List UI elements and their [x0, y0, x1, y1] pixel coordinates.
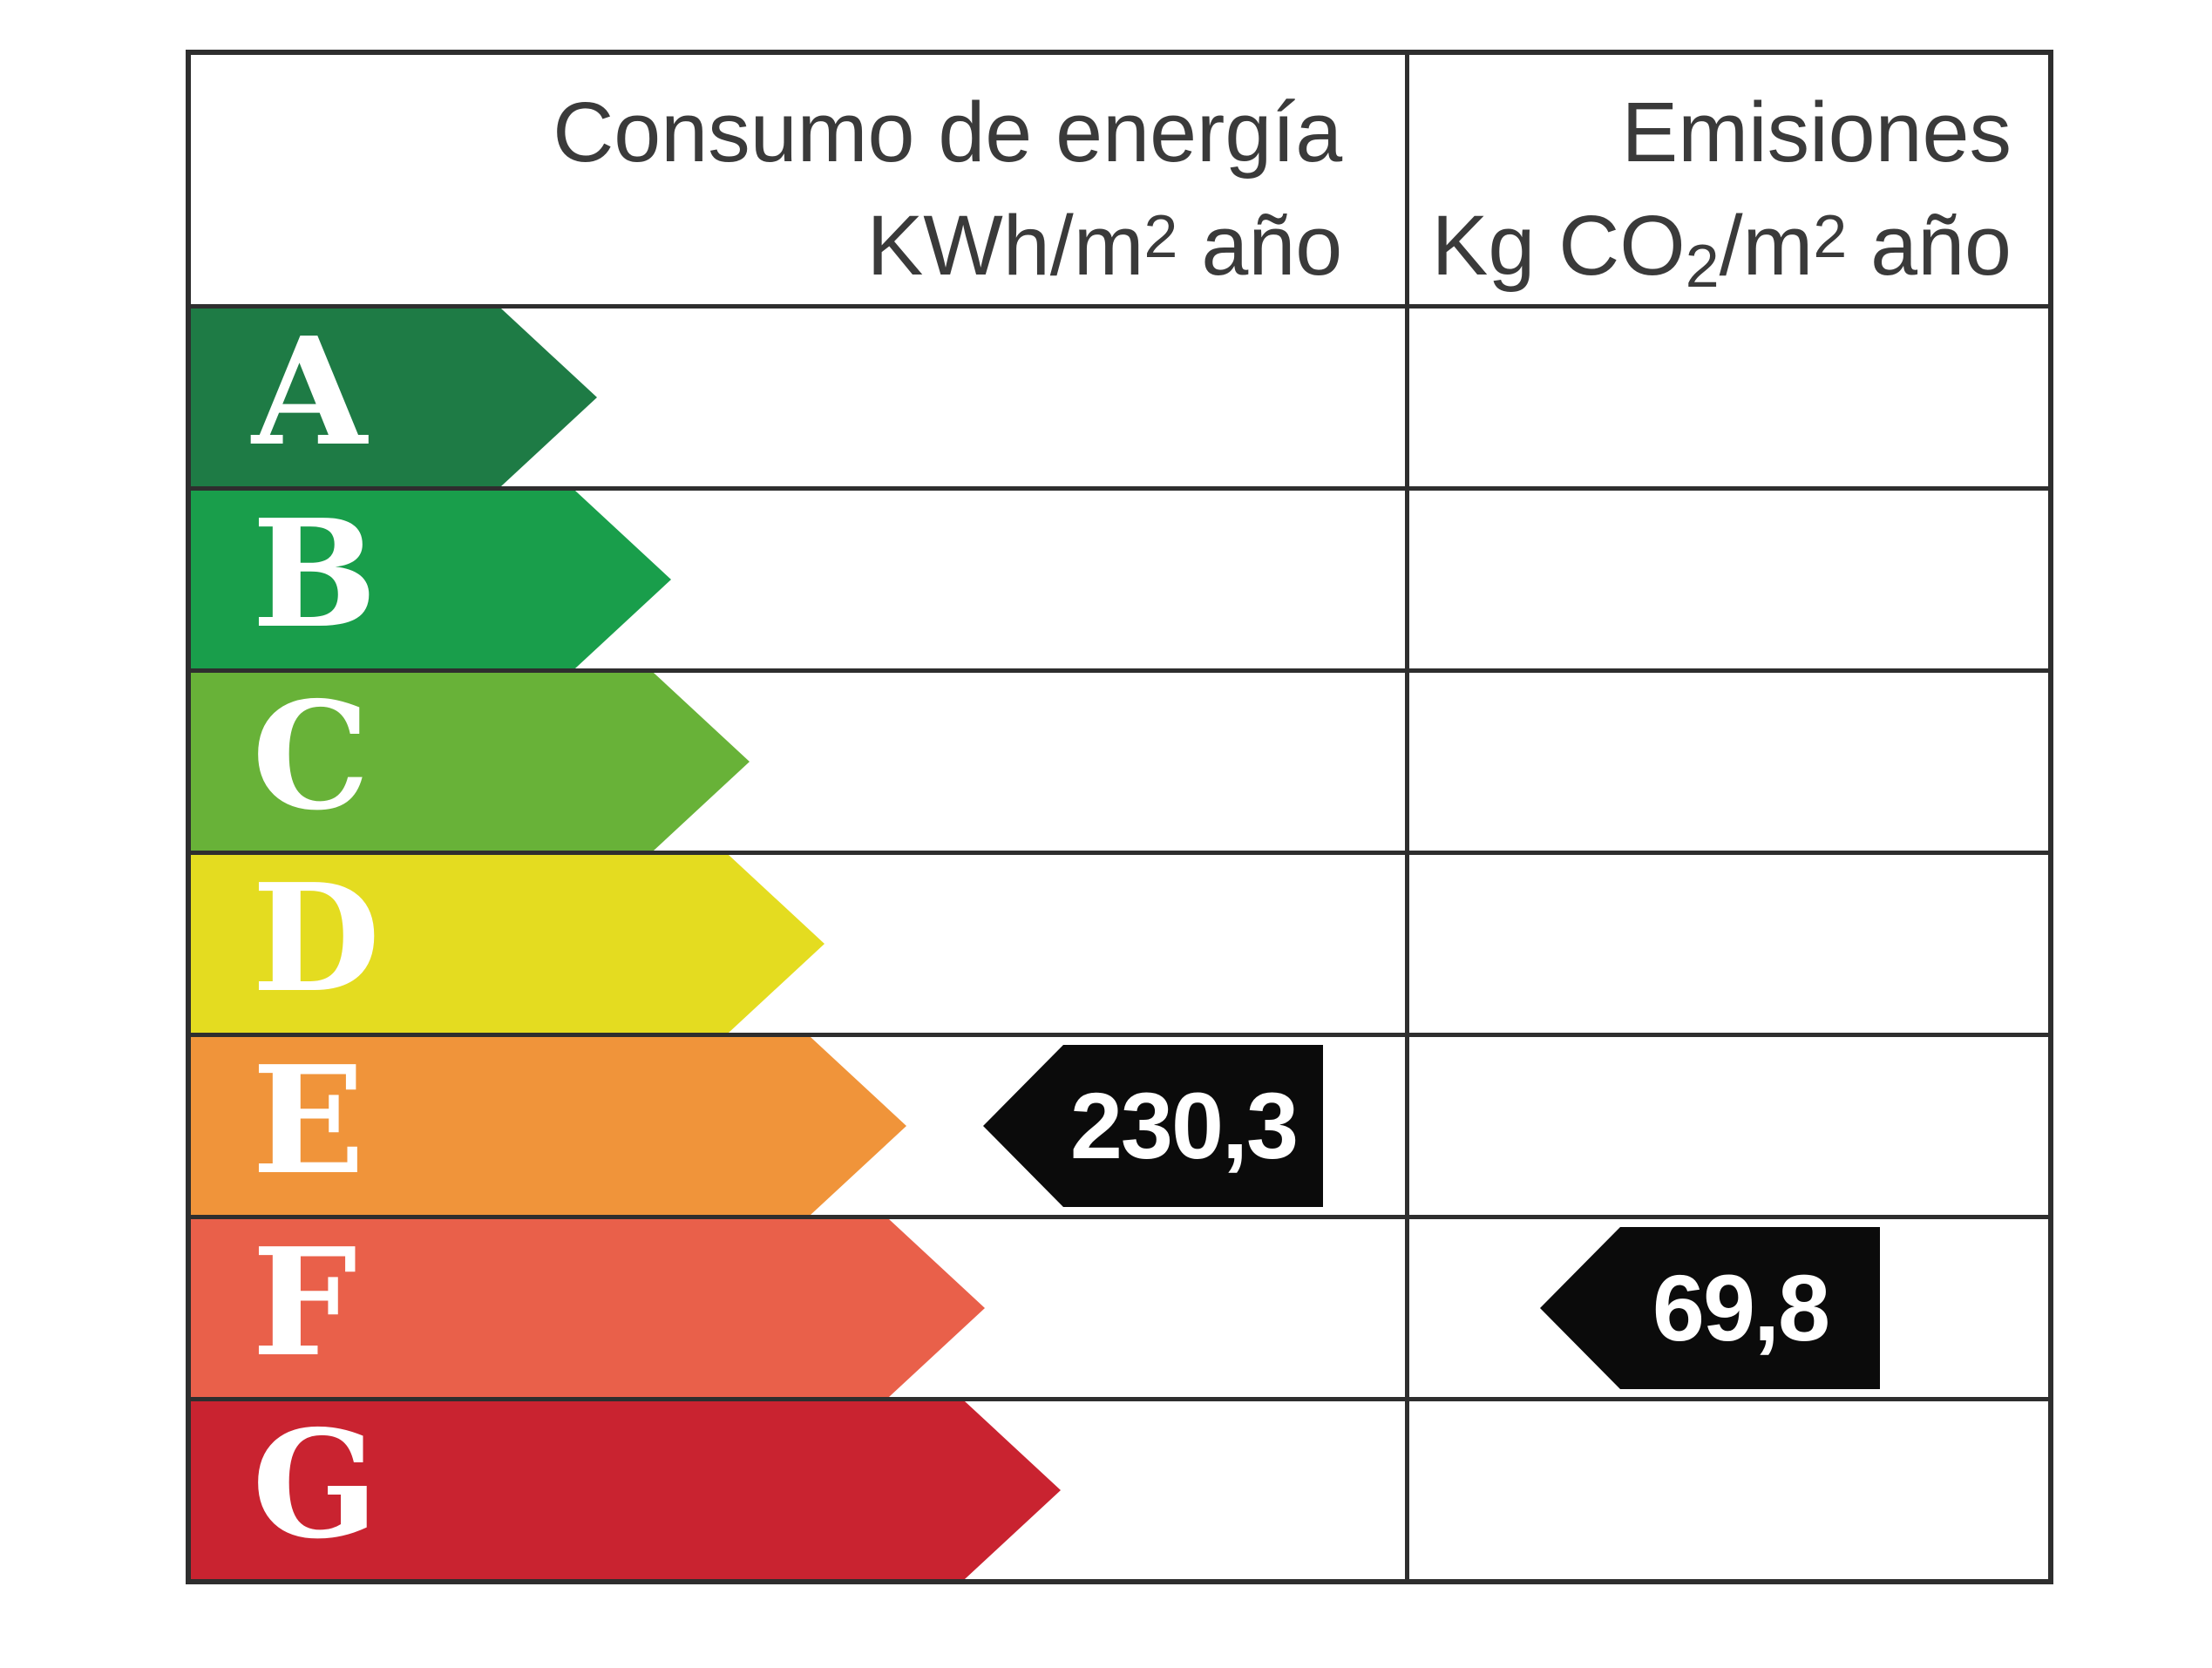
- band-row-b: B: [191, 486, 2048, 668]
- energy-rating-table: Consumo de energía KWh/m2 año Emisiones …: [186, 50, 2053, 1584]
- band-arrow-d: D: [191, 855, 824, 1033]
- band-letter-d: D: [252, 851, 381, 1026]
- band-letter-a: A: [252, 305, 367, 479]
- band-letter-g: G: [252, 1398, 379, 1572]
- band-row-g: G: [191, 1397, 2048, 1579]
- band-letter-b: B: [252, 487, 377, 661]
- subscript-2: 2: [1685, 231, 1720, 300]
- band-arrow-a: A: [191, 309, 597, 486]
- band-arrow-g: G: [191, 1401, 1061, 1579]
- superscript-2: 2: [1813, 202, 1848, 271]
- band-arrow-f: F: [191, 1219, 985, 1397]
- emissions-value: 69,8: [1652, 1255, 1830, 1360]
- superscript-2: 2: [1143, 202, 1178, 271]
- energy-header-line1: Consumo de energía: [553, 85, 1343, 180]
- emissions-value-arrow: 69,8: [1540, 1227, 1880, 1389]
- energy-value: 230,3: [1069, 1073, 1299, 1178]
- emissions-header-line1: Emisiones: [1621, 85, 2012, 180]
- header-energy-consumption: Consumo de energía KWh/m2 año: [191, 55, 1398, 304]
- band-arrow-e: E: [191, 1037, 906, 1215]
- energy-value-arrow: 230,3: [983, 1045, 1323, 1207]
- energy-header-unit: KWh/m2 año: [866, 198, 1343, 293]
- band-letter-c: C: [252, 669, 370, 844]
- band-letter-e: E: [252, 1034, 365, 1208]
- band-row-c: C: [191, 668, 2048, 851]
- band-arrow-c: C: [191, 673, 750, 851]
- band-letter-f: F: [252, 1216, 357, 1390]
- table-header: Consumo de energía KWh/m2 año Emisiones …: [191, 55, 2048, 304]
- band-row-f: F 69,8: [191, 1215, 2048, 1397]
- header-emissions: Emisiones Kg CO2/m2 año: [1398, 55, 2048, 304]
- band-row-d: D: [191, 851, 2048, 1033]
- band-arrow-b: B: [191, 491, 671, 668]
- band-row-a: A: [191, 304, 2048, 486]
- band-row-e: E 230,3: [191, 1033, 2048, 1215]
- column-divider: [1405, 55, 1409, 1579]
- emissions-header-unit: Kg CO2/m2 año: [1431, 198, 2012, 300]
